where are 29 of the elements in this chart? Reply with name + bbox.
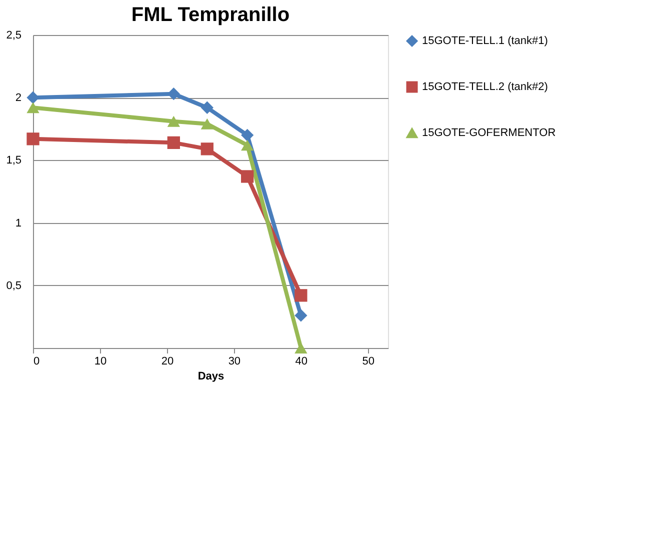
chart-title: FML Tempranillo [131,4,290,26]
point [167,116,180,127]
point [167,136,180,149]
y-tick-label: 1 [15,217,22,230]
y-tick-label: 1,5 [6,154,22,167]
point [241,128,254,142]
legend-label: 15GOTE-TELL.2 (tank#2) [422,81,548,93]
point [294,342,308,354]
point [294,309,308,322]
legend-label: 15GOTE-GOFERMENTOR [422,127,556,139]
point [241,170,254,183]
x-tick-label: 40 [295,356,308,368]
x-tick-label: 30 [228,356,241,368]
x-tick-label: 20 [161,356,174,368]
point [294,289,308,302]
y-tick-label: 0,5 [6,280,22,292]
point [200,101,214,114]
point [200,142,214,156]
y-tick-label: 2 [15,92,22,104]
point [200,118,214,130]
point [26,102,40,114]
point [26,132,40,146]
x-tick-label: 50 [362,356,375,368]
legend-label: 15GOTE-TELL.1 (tank#1) [422,35,548,47]
x-tick-label: 0 [34,356,40,368]
y-tick-label: 2,5 [6,30,22,42]
x-axis-title: Days [198,370,224,382]
x-tick-label: 10 [94,356,107,368]
point [241,140,254,151]
